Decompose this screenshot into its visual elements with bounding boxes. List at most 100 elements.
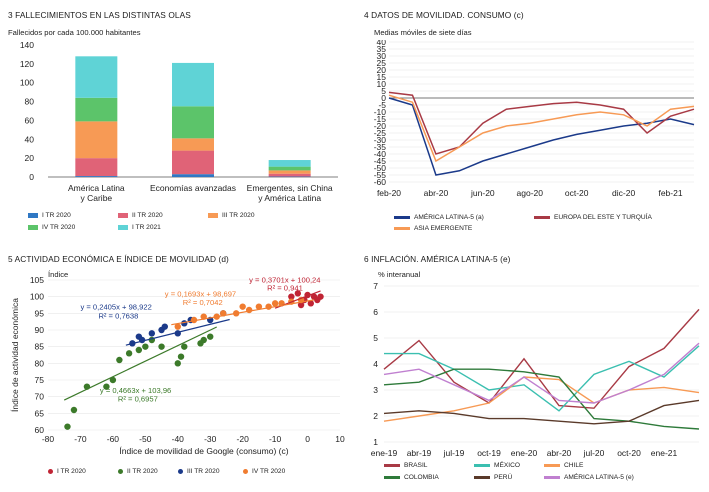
x-tick-label: oct-20: [565, 188, 589, 198]
y-tick-label: -10: [374, 107, 387, 117]
y-tick-label: -45: [374, 156, 387, 166]
legend-item: III TR 2020: [178, 468, 220, 475]
x-axis-title: Índice de movilidad de Google (consumo) …: [119, 446, 288, 456]
scatter-point: [288, 293, 295, 300]
y-tick-label: 40: [377, 40, 387, 47]
panel-activity: 5 ACTIVIDAD ECONÓMICA E ÍNDICE DE MOVILI…: [8, 254, 353, 488]
scatter-point: [239, 303, 246, 310]
chart-title: 5 ACTIVIDAD ECONÓMICA E ÍNDICE DE MOVILI…: [8, 254, 229, 264]
trend-r2: R² = 0,6957: [118, 395, 158, 404]
y-tick-label: 20: [25, 153, 35, 163]
bar-segment: [75, 97, 118, 122]
scatter-point: [297, 301, 305, 309]
legend-item: PERÚ: [474, 474, 512, 481]
y-tick-label: 2: [373, 411, 378, 421]
x-tick-label: -70: [74, 434, 87, 444]
legend-item: AMÉRICA LATINA-5 (e): [544, 474, 634, 481]
x-tick-label: abr-20: [424, 188, 449, 198]
scatter-point: [70, 406, 78, 414]
y-tick-label: -60: [374, 177, 387, 187]
scatter-point: [148, 330, 156, 337]
y-tick-label: -55: [374, 170, 387, 180]
bar-segment: [75, 121, 118, 159]
chart-subtitle: % interanual: [378, 270, 421, 279]
scatter-point: [161, 323, 168, 330]
legend-item: I TR 2021: [118, 224, 161, 231]
y-tick-label: 35: [377, 44, 387, 54]
series-line: [388, 94, 695, 163]
x-tick-label: oct-20: [617, 448, 641, 458]
chart-title: 4 DATOS DE MOVILIDAD. CONSUMO (c): [364, 10, 524, 20]
y-tick-label: -40: [374, 149, 387, 159]
y-tick-label: 120: [20, 59, 34, 69]
y-tick-label: -25: [374, 128, 387, 138]
legend-item: II TR 2020: [118, 212, 163, 219]
scatter-point: [307, 300, 314, 307]
legend-item: III TR 2020: [208, 212, 255, 219]
chart-title: 6 INFLACIÓN. AMÉRICA LATINA-5 (e): [364, 254, 511, 264]
x-tick-label: ene-19: [371, 448, 398, 458]
chart-subtitle: Fallecidos por cada 100.000 habitantes: [8, 28, 141, 37]
x-tick-label: feb-20: [377, 188, 401, 198]
x-tick-label: 10: [335, 434, 345, 444]
panel-inflation: 6 INFLACIÓN. AMÉRICA LATINA-5 (e) % inte…: [364, 254, 704, 488]
y-tick-label: 75: [35, 375, 45, 385]
category-label: América Latina: [68, 183, 125, 193]
legend-item: IV TR 2020: [28, 224, 75, 231]
y-tick-label: 95: [35, 308, 45, 318]
trend-equation: y = 0,3701x + 100,24: [249, 275, 320, 284]
legend-item: CHILE: [544, 462, 583, 469]
legend-item: BRASIL: [384, 462, 427, 469]
y-tick-label: 105: [30, 275, 44, 285]
bar-segment: [268, 166, 311, 171]
series-line: [383, 342, 700, 404]
scatter-point: [255, 303, 263, 310]
scatter-point: [317, 293, 324, 300]
y-tick-label: 70: [35, 392, 45, 402]
legend-item: IV TR 2020: [243, 468, 285, 475]
scatter-point: [265, 303, 272, 310]
legend-item: COLOMBIA: [384, 474, 439, 481]
scatter-point: [245, 306, 253, 314]
bar-segment: [172, 106, 214, 139]
series-line: [384, 345, 700, 412]
scatter-point: [294, 290, 302, 297]
trend-equation: y = 0,1693x + 98,697: [165, 289, 236, 298]
y-tick-label: 0: [381, 93, 386, 103]
y-axis-title: Índice de actividad económica: [10, 298, 20, 412]
x-tick-label: jul-20: [583, 448, 605, 458]
y-tick-label: 1: [373, 437, 378, 447]
legend-item: EUROPA DEL ESTE Y TURQUÍA: [534, 214, 652, 221]
y-tick-label: 10: [377, 79, 387, 89]
legend-item: I TR 2020: [28, 212, 71, 219]
y-tick-label: 20: [377, 65, 387, 75]
scatter-point: [271, 300, 279, 307]
x-tick-label: ene-20: [511, 448, 538, 458]
panel-deaths: 3 FALLECIMIENTOS EN LAS DISTINTAS OLAS F…: [8, 10, 348, 240]
bar-segment: [268, 173, 311, 177]
trend-r2: R² = 0,941: [267, 284, 303, 293]
y-tick-label: 5: [381, 86, 386, 96]
x-tick-label: feb-21: [658, 188, 682, 198]
scatter-point: [177, 353, 185, 360]
legend-item: AMÉRICA LATINA-5 (a): [394, 214, 484, 221]
x-tick-label: abr-19: [407, 448, 432, 458]
legend-item: II TR 2020: [118, 468, 158, 475]
trend-line: [63, 326, 217, 401]
trend-line: [171, 299, 315, 326]
y-tick-label: 100: [20, 78, 34, 88]
series-line: [388, 91, 695, 155]
legend-item: I TR 2020: [48, 468, 86, 475]
scatter-point: [125, 350, 133, 357]
scatter-point: [109, 376, 117, 384]
chart-subtitle: Medias móviles de siete días: [374, 28, 472, 37]
y-tick-label: 60: [35, 425, 45, 435]
trend-r2: R² = 0,7042: [183, 298, 223, 307]
category-label: Economías avanzadas: [150, 183, 236, 193]
chart-title: 3 FALLECIMIENTOS EN LAS DISTINTAS OLAS: [8, 10, 191, 20]
y-tick-label: 5: [373, 333, 378, 343]
bar-segment: [172, 138, 214, 151]
bar-segment: [75, 176, 118, 177]
